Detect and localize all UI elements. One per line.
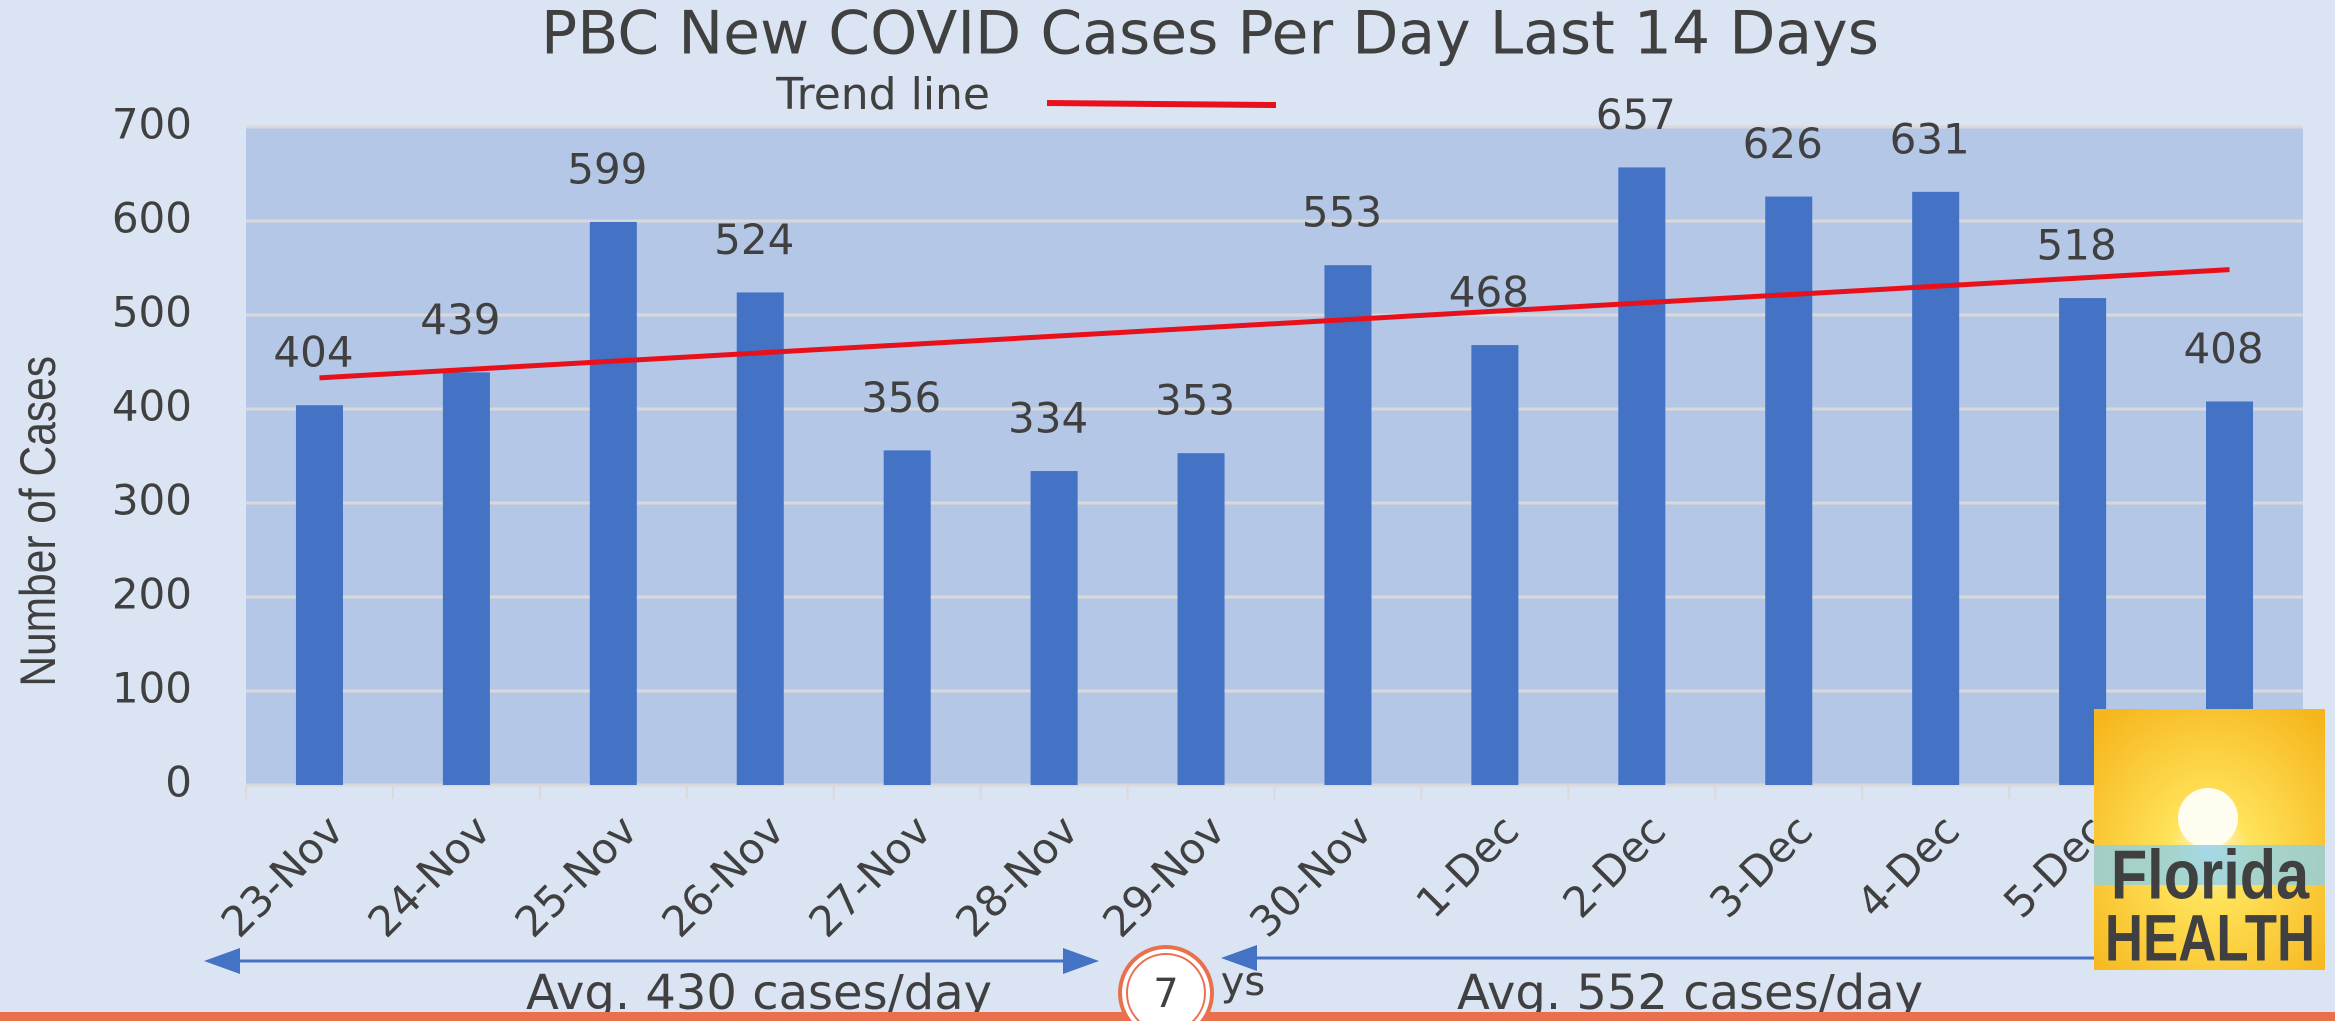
legend-line [1046,100,1277,108]
y-tick-label: 0 [165,758,192,807]
data-label: 626 [1743,119,1823,168]
data-label: 404 [273,328,353,377]
bar [442,372,490,785]
y-axis-title: Number of Cases [10,356,66,687]
logo-text: Florida [2111,835,2310,914]
data-label: 408 [2183,324,2263,373]
y-tick-label: 500 [112,288,192,337]
chart-title: PBC New COVID Cases Per Day Last 14 Days [541,0,1879,69]
bar [1618,167,1666,786]
logo-text: HEALTH [2105,901,2315,975]
page-number-ring [1126,953,1206,1021]
plot-area [246,127,2303,785]
y-tick-label: 400 [112,382,192,431]
trend-line [319,267,2230,381]
bar [1471,345,1519,785]
data-label: 553 [1302,188,1382,237]
arrow-head [1221,945,1257,971]
bar [1177,453,1225,785]
data-label: 631 [1890,114,1970,163]
legend-label: Trend line [775,69,990,120]
data-label: 599 [567,144,647,193]
logo-sun [2178,788,2238,848]
arrow-head [204,948,240,974]
y-tick-label: 700 [112,100,192,149]
y-tick-label: 600 [112,194,192,243]
page-number: 7 [1153,971,1178,1017]
bar [883,450,931,785]
page-number-badge [1118,945,1214,1021]
bar [1765,196,1813,785]
bar [1324,265,1372,785]
annotation: Avg. 430 cases/day [526,965,992,1021]
bar [589,221,637,785]
data-label: 524 [714,215,794,264]
bar [295,405,343,785]
data-label: 439 [420,295,500,344]
arrow-head [1063,948,1099,974]
y-tick-label: 100 [112,664,192,713]
bar [1912,191,1960,786]
data-label: 657 [1596,90,1676,139]
data-label: 518 [2037,221,2117,270]
annotation: Avg. 552 cases/day [1457,965,1923,1021]
logo: Florida HEALTH [2094,709,2325,975]
data-label: 353 [1155,376,1235,425]
bar [736,292,784,785]
logo-water [2094,845,2325,885]
bar [1030,471,1078,785]
data-label: 334 [1008,394,1088,443]
annotation: ys [1221,959,1266,1005]
y-tick-label: 300 [112,476,192,525]
y-tick-label: 200 [112,570,192,619]
data-label: 356 [861,373,941,422]
bar [2059,298,2107,785]
